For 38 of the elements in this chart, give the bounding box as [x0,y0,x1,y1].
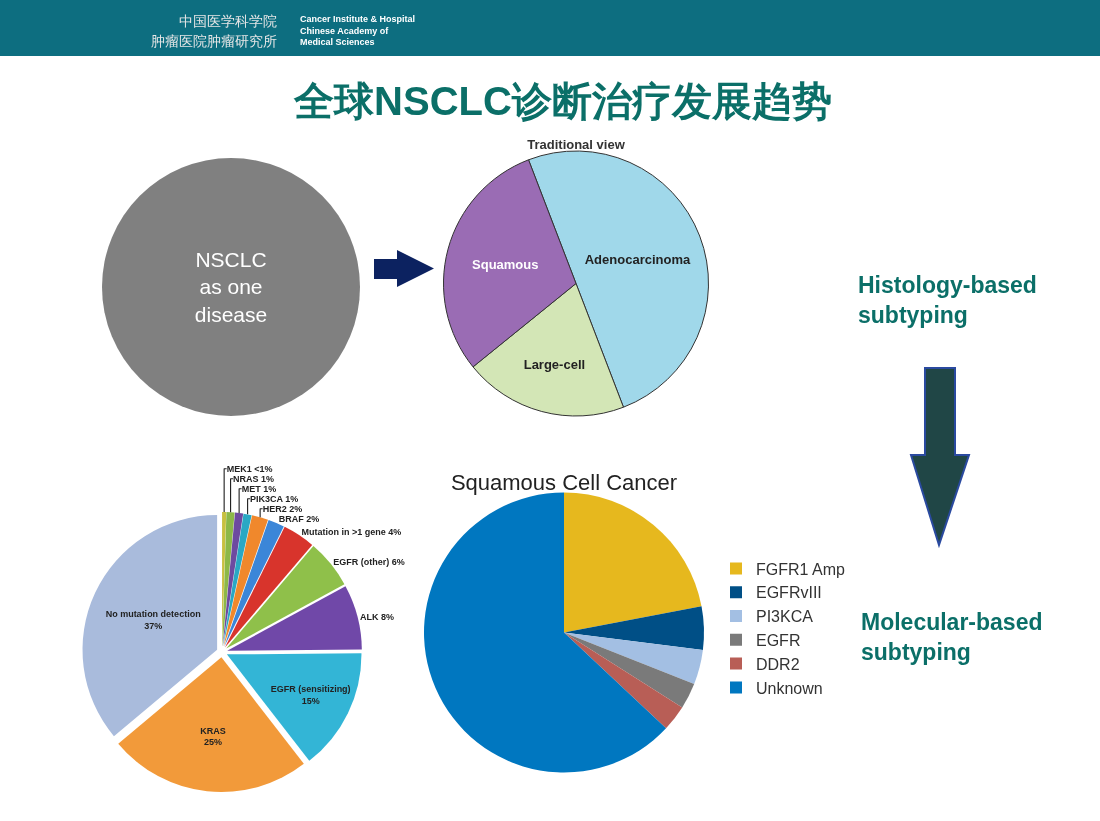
data-label: 37% [144,620,163,631]
slice-label: NSCLC as one disease [194,248,268,326]
legend-label: EGFR [756,632,801,650]
pie-slice [564,492,702,633]
pie-slice [564,632,703,685]
slice-label: MEK1 <1% [226,463,273,474]
slice-label: No mutation detection [105,609,201,619]
pie-slice [564,606,704,651]
pie-slice [564,632,683,729]
text: 肿瘤医院肿瘤研究所 [151,33,277,49]
pie-slice [564,632,695,708]
slice-label: Large-cell [523,356,586,372]
slice-label: EGFR (other) 6% [333,556,405,567]
data-label: 15% [301,695,320,706]
text: Histology-based subtyping [858,272,1037,328]
slice-label: ALK 8% [360,611,395,622]
text: 中国医学科学院 [179,13,277,29]
slice-label: Squamous [472,257,539,273]
slice-label: MET 1% [241,483,277,494]
chart-title: Traditional view [527,137,626,152]
chart-title: Squamous Cell Cancer [450,469,678,495]
text: 全球NSCLC诊断治疗发展趋势 [293,79,832,123]
legend-label: EGFRvIII [756,584,822,602]
slice-label: HER2 2% [262,503,303,514]
legend-label: PI3KCA [756,608,814,626]
text: Molecular-based subtyping [861,609,1043,665]
slice-label: NRAS 1% [233,473,275,484]
slice-label: KRAS [200,725,226,736]
slice-label: Adenocarcinoma [584,252,691,268]
slice-label: BRAF 2% [278,513,320,524]
legend-label: Unknown [756,679,823,697]
legend-label: DDR2 [756,655,800,673]
slice-label: Mutation in >1 gene 4% [301,526,402,537]
data-label: 25% [203,737,222,748]
slice-label: PIK3CA 1% [250,493,299,504]
legend-label: FGFR1 Amp [756,560,846,578]
slice-label: EGFR (sensitizing) [270,684,351,695]
text: Cancer Institute & Hospital Chinese Academy of Medical Sciences [300,14,416,48]
